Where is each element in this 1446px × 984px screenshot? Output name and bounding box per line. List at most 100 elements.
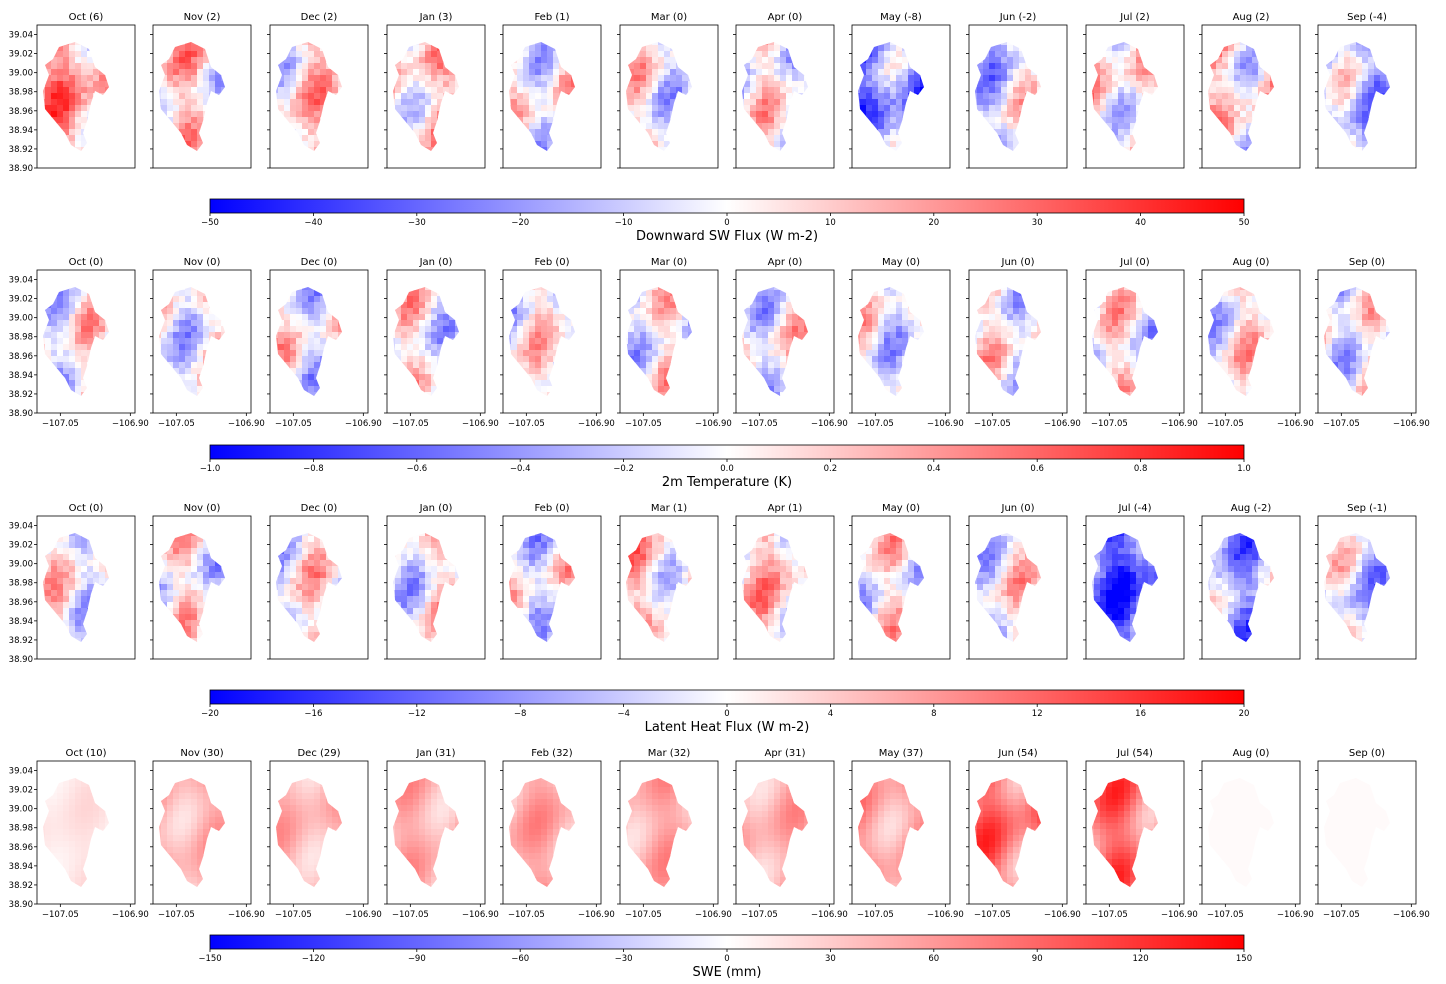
field-cell xyxy=(161,87,168,94)
field-cell xyxy=(652,75,659,82)
field-cell xyxy=(419,332,426,339)
field-cell xyxy=(786,81,793,88)
field-cell xyxy=(884,123,891,130)
field-cell xyxy=(640,57,647,64)
field-cell xyxy=(197,320,204,327)
field-cell xyxy=(81,302,88,309)
field-cell xyxy=(1350,141,1357,148)
field-cell xyxy=(744,93,751,100)
field-cell xyxy=(425,99,432,106)
field-cell xyxy=(81,356,88,363)
field-cell xyxy=(1380,87,1387,94)
field-cell xyxy=(296,326,303,333)
field-cell xyxy=(535,326,542,333)
field-cell xyxy=(553,63,560,70)
field-cell xyxy=(1118,105,1125,112)
field-cell xyxy=(670,326,677,333)
field-cell xyxy=(302,290,309,297)
field-cell xyxy=(896,87,903,94)
panel-mar: Mar (0)−107.05 −106.90 xyxy=(617,257,732,429)
field-cell xyxy=(173,368,180,375)
field-cell xyxy=(45,314,52,321)
field-cell xyxy=(914,87,921,94)
field-cell xyxy=(431,314,438,321)
field-cell xyxy=(523,344,530,351)
field-cell xyxy=(413,314,420,321)
field-cell xyxy=(1338,51,1345,58)
field-cell xyxy=(860,93,867,100)
field-cell xyxy=(523,356,530,363)
field-cell xyxy=(81,81,88,88)
field-cell xyxy=(167,308,174,315)
field-cell xyxy=(652,320,659,327)
field-cell xyxy=(1228,75,1235,82)
field-cell xyxy=(51,302,58,309)
field-cell xyxy=(634,105,641,112)
field-cell xyxy=(437,338,444,345)
field-cell xyxy=(1154,81,1158,88)
field-cell xyxy=(860,99,867,106)
field-cell xyxy=(1326,75,1333,82)
field-cell xyxy=(878,63,885,70)
y-tick-label: 38.92 xyxy=(9,390,33,400)
field-cell xyxy=(308,93,315,100)
field-cell xyxy=(541,320,548,327)
field-cell xyxy=(197,123,204,130)
field-cell xyxy=(1222,51,1229,58)
field-cell xyxy=(1124,117,1131,124)
field-cell xyxy=(209,75,216,82)
field-cell xyxy=(1100,69,1107,76)
field-cell xyxy=(535,350,542,357)
field-cell xyxy=(872,111,879,118)
field-cell xyxy=(99,332,106,339)
field-cell xyxy=(63,117,70,124)
field-cell xyxy=(1094,99,1101,106)
field-cell xyxy=(197,326,204,333)
y-tick-label: 38.94 xyxy=(9,126,33,136)
field-cell xyxy=(167,57,174,64)
field-cell xyxy=(977,81,984,88)
field-cell xyxy=(1136,63,1143,70)
field-cell xyxy=(884,75,891,82)
field-cell xyxy=(858,99,861,106)
field-cell xyxy=(57,338,64,345)
colorbar-tick-label: −40 xyxy=(304,218,322,228)
panel-title: Dec (2) xyxy=(301,12,338,23)
field-cell xyxy=(1234,45,1241,52)
field-cell xyxy=(185,87,192,94)
field-cell xyxy=(523,105,530,112)
field-cell xyxy=(756,69,763,76)
field-cell xyxy=(658,362,665,369)
field-cell xyxy=(413,326,420,333)
field-cell xyxy=(768,51,775,58)
field-cell xyxy=(1001,135,1008,142)
field-cell xyxy=(896,81,903,88)
field-cell xyxy=(284,87,291,94)
field-cell xyxy=(872,81,879,88)
field-cell xyxy=(395,81,402,88)
field-cell xyxy=(1344,45,1351,52)
field-cell xyxy=(995,111,1002,118)
field-cell xyxy=(553,332,560,339)
field-cell xyxy=(43,93,46,100)
field-cell xyxy=(1350,45,1357,52)
field-cell xyxy=(302,296,309,303)
field-cell xyxy=(908,87,915,94)
field-cell xyxy=(547,308,554,315)
field-cell xyxy=(634,99,641,106)
field-cell xyxy=(995,81,1002,88)
field-cell xyxy=(878,81,885,88)
field-cell xyxy=(995,123,1002,130)
field-cell xyxy=(308,392,315,396)
field-cell xyxy=(670,51,677,58)
field-cell xyxy=(314,93,321,100)
field-cell xyxy=(774,45,781,52)
field-cell xyxy=(780,123,787,130)
field-cell xyxy=(1216,105,1223,112)
field-cell xyxy=(780,57,787,64)
field-cell xyxy=(517,69,524,76)
field-cell xyxy=(866,63,873,70)
field-cell xyxy=(314,63,321,70)
field-cell xyxy=(425,374,432,381)
field-cell xyxy=(1252,51,1259,58)
